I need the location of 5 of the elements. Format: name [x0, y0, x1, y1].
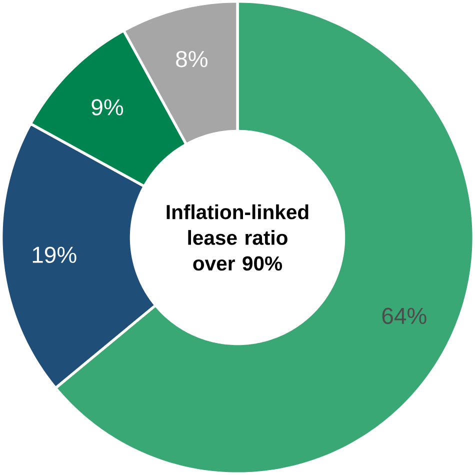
data-label: 9%: [92, 99, 124, 116]
data-label: 8%: [176, 50, 208, 68]
text: Inflation-linked lease ratio over 90%: [166, 204, 308, 271]
data-label: 64%: [382, 308, 426, 324]
data-label: 19%: [32, 246, 76, 263]
